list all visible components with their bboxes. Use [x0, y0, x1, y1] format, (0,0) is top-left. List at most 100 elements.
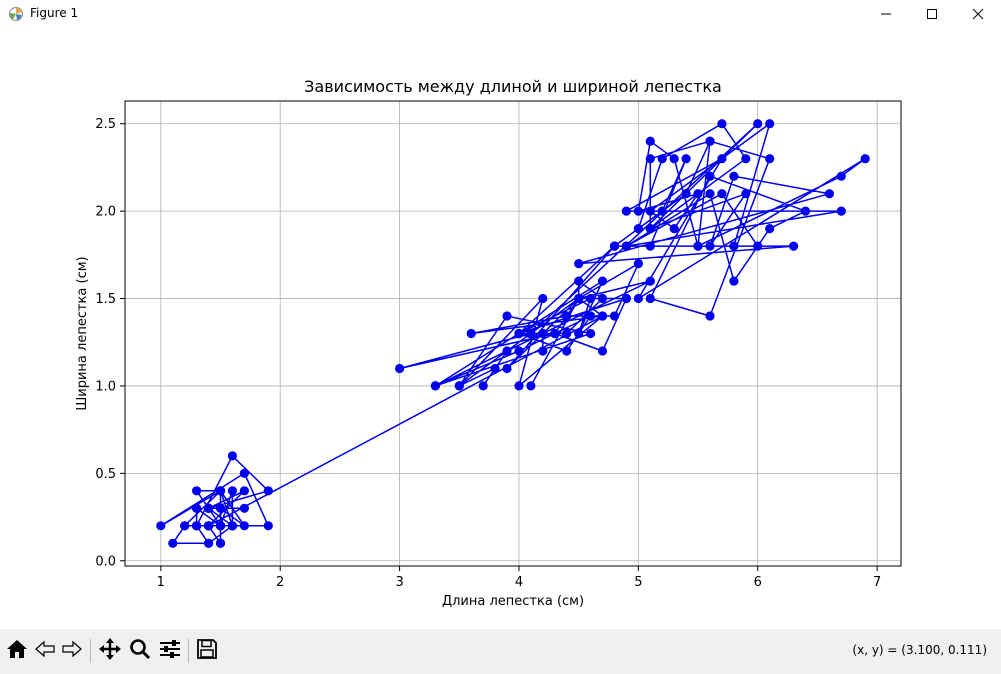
data-point — [466, 328, 476, 339]
grid — [125, 101, 901, 566]
data-point — [753, 119, 763, 129]
data-point — [633, 259, 644, 269]
data-point — [490, 363, 500, 374]
data-point — [180, 521, 190, 531]
data-point — [574, 259, 584, 269]
data-point — [454, 381, 464, 391]
data-point — [478, 381, 488, 391]
data-point — [192, 486, 202, 496]
data-point — [538, 328, 548, 339]
forward-button[interactable] — [58, 637, 86, 665]
data-point — [741, 154, 751, 164]
data-point — [550, 328, 560, 339]
data-point — [227, 451, 237, 461]
figure-canvas[interactable]: 1 2 3 4 5 6 7 0.0 0.5 1.0 1.5 2.0 2.5 Зависимость ме… — [0, 29, 1001, 629]
data-point — [574, 276, 584, 286]
home-button[interactable] — [3, 637, 31, 665]
data-point — [239, 503, 249, 513]
chart: 1 2 3 4 5 6 7 0.0 0.5 1.0 1.5 2.0 2.5 Зависимость ме… — [75, 77, 902, 609]
y-tick-label: 0.0 — [95, 554, 116, 569]
data-point — [562, 346, 572, 356]
subplots-button[interactable] — [156, 637, 184, 665]
data-point — [669, 154, 679, 164]
data-point — [633, 224, 644, 234]
data-point — [717, 154, 727, 164]
x-tick-label: 2 — [276, 575, 284, 590]
x-tick-label: 5 — [634, 575, 642, 590]
data-point — [586, 311, 596, 321]
pan-button[interactable] — [96, 637, 124, 665]
data-point — [681, 154, 691, 164]
save-icon — [195, 637, 219, 665]
chart-title: Зависимость между длиной и шириной лепес… — [304, 77, 722, 96]
data-point — [729, 171, 739, 181]
data-point — [215, 521, 226, 531]
x-tick-label: 4 — [515, 575, 523, 590]
data-point — [514, 346, 524, 356]
data-point — [597, 276, 608, 286]
data-point — [645, 206, 655, 216]
x-tick-label: 6 — [754, 575, 762, 590]
data-point — [657, 206, 667, 216]
data-point — [765, 224, 775, 234]
x-tick-label: 1 — [157, 575, 165, 590]
minimize-button[interactable] — [863, 0, 909, 29]
data-point — [192, 503, 202, 513]
back-arrow-icon — [33, 637, 57, 665]
data-point — [562, 311, 572, 321]
data-point — [741, 189, 751, 199]
data-point — [156, 521, 166, 531]
y-tick-label: 1.5 — [95, 292, 116, 307]
data-point — [586, 293, 596, 304]
data-point — [597, 311, 608, 321]
data-point — [645, 293, 655, 304]
data-point — [705, 311, 715, 321]
data-point — [729, 241, 739, 251]
data-point — [705, 241, 715, 251]
data-point — [693, 189, 703, 199]
data-point — [502, 346, 512, 356]
close-button[interactable] — [955, 0, 1001, 29]
data-point — [669, 224, 679, 234]
data-point — [717, 189, 727, 199]
data-point — [502, 311, 512, 321]
data-point — [192, 521, 202, 531]
toolbar-separator — [90, 639, 91, 663]
data-point — [681, 189, 691, 199]
save-button[interactable] — [193, 637, 221, 665]
x-axis-label: Длина лепестка (см) — [442, 594, 584, 609]
data-point — [395, 363, 405, 374]
data-point — [239, 521, 249, 531]
data-point — [705, 189, 715, 199]
data-point — [860, 154, 870, 164]
data-point — [204, 521, 214, 531]
cursor-coordinates: (x, y) = (3.100, 0.111) — [852, 643, 987, 657]
data-point — [215, 538, 226, 548]
data-point — [824, 189, 835, 199]
data-point — [693, 241, 703, 251]
x-tick-label: 7 — [873, 575, 881, 590]
data-point — [263, 486, 273, 496]
ticks: 1 2 3 4 5 6 7 0.0 0.5 1.0 1.5 2.0 2.5 — [95, 117, 881, 590]
axes-frame — [124, 100, 902, 567]
data-point — [765, 154, 775, 164]
data-point — [657, 154, 667, 164]
series — [156, 119, 870, 548]
data-point — [765, 119, 775, 129]
maximize-button[interactable] — [909, 0, 955, 29]
subplots-icon — [158, 637, 182, 665]
maximize-icon — [926, 5, 938, 24]
data-point — [263, 521, 273, 531]
data-point — [204, 503, 214, 513]
data-point — [705, 136, 715, 146]
minimize-icon — [880, 5, 892, 24]
zoom-button[interactable] — [126, 637, 154, 665]
data-point — [574, 293, 584, 304]
back-button[interactable] — [31, 637, 59, 665]
pan-icon — [98, 637, 122, 665]
data-point — [239, 486, 249, 496]
y-tick-label: 2.5 — [95, 117, 116, 132]
window-title: Figure 1 — [30, 6, 79, 20]
data-point — [586, 328, 596, 339]
forward-arrow-icon — [60, 637, 84, 665]
